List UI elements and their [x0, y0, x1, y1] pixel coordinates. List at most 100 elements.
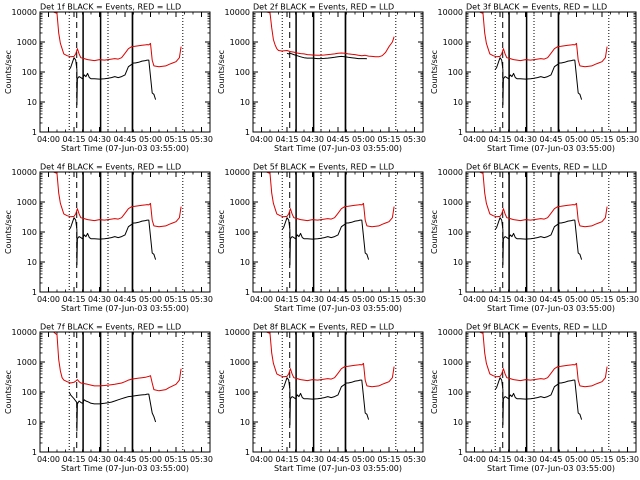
panel-det-3f: Det 3f BLACK = Events, RED = LLD Counts/s…: [430, 3, 639, 154]
y-tick-label: 100: [448, 228, 463, 237]
y-tick-label: 1: [458, 448, 463, 457]
x-tick-label: 04:45: [539, 135, 562, 144]
plot-frame: [465, 171, 637, 293]
y-axis-label: Counts/sec: [217, 210, 226, 254]
x-tick-label: 05:30: [616, 295, 639, 304]
series-lld-line: [40, 12, 182, 68]
x-tick-label: 05:30: [190, 135, 213, 144]
y-tick-label: 100: [22, 388, 37, 397]
x-tick-label: 04:45: [113, 295, 136, 304]
panel-title: Det 5f BLACK = Events, RED = LLD: [253, 163, 394, 172]
y-tick-label: 10000: [225, 8, 250, 17]
panel-det-7f: Det 7f BLACK = Events, RED = LLD Counts/s…: [4, 323, 213, 474]
y-axis-label: Counts/sec: [430, 210, 439, 254]
series-events-line: [494, 217, 583, 266]
x-tick-label: 05:30: [616, 455, 639, 464]
x-tick-label: 04:00: [463, 135, 486, 144]
series-events-line: [281, 217, 370, 266]
x-tick-label: 05:15: [377, 135, 400, 144]
plot-frame: [252, 11, 424, 133]
panel-title: Det 1f BLACK = Events, RED = LLD: [40, 3, 181, 12]
y-tick-label: 1000: [443, 38, 463, 47]
plot-frame: [252, 331, 424, 453]
x-tick-label: 04:15: [488, 135, 511, 144]
y-tick-label: 1000: [17, 198, 37, 207]
x-tick-label: 04:00: [463, 295, 486, 304]
series-events-line: [286, 52, 367, 60]
y-tick-label: 1000: [230, 198, 250, 207]
y-tick-label: 1: [245, 288, 250, 297]
series-events-line: [281, 377, 370, 426]
x-tick-label: 04:15: [275, 295, 298, 304]
x-tick-label: 05:00: [352, 135, 375, 144]
x-tick-label: 05:15: [164, 455, 187, 464]
x-axis-label: Start Time (07-Jun-03 03:55:00): [487, 464, 615, 473]
y-axis-label: Counts/sec: [217, 50, 226, 94]
x-tick-label: 04:00: [37, 135, 60, 144]
series-events-line: [494, 57, 583, 106]
x-tick-label: 05:15: [164, 295, 187, 304]
x-tick-label: 05:00: [352, 295, 375, 304]
plot-frame: [39, 11, 211, 133]
x-axis-label: Start Time (07-Jun-03 03:55:00): [274, 304, 402, 313]
series-lld-line: [40, 332, 182, 392]
x-tick-label: 04:00: [463, 455, 486, 464]
x-tick-label: 05:15: [590, 455, 613, 464]
x-tick-label: 04:15: [62, 135, 85, 144]
x-tick-label: 04:30: [88, 135, 111, 144]
x-tick-label: 04:15: [62, 295, 85, 304]
y-axis-label: Counts/sec: [430, 50, 439, 94]
y-tick-label: 100: [448, 388, 463, 397]
y-tick-label: 10000: [438, 168, 463, 177]
y-tick-label: 10000: [12, 168, 37, 177]
y-tick-label: 10: [27, 98, 37, 107]
x-axis-label: Start Time (07-Jun-03 03:55:00): [61, 304, 189, 313]
x-tick-label: 04:00: [37, 455, 60, 464]
y-tick-label: 10: [453, 258, 463, 267]
y-axis-label: Counts/sec: [430, 370, 439, 414]
x-tick-label: 04:15: [488, 295, 511, 304]
y-tick-label: 1: [32, 128, 37, 137]
y-tick-label: 100: [448, 68, 463, 77]
x-axis-label: Start Time (07-Jun-03 03:55:00): [274, 144, 402, 153]
y-tick-label: 10: [453, 98, 463, 107]
panel-title: Det 8f BLACK = Events, RED = LLD: [253, 323, 394, 332]
series-lld-line: [253, 12, 395, 58]
x-tick-label: 04:45: [113, 455, 136, 464]
y-tick-label: 100: [22, 228, 37, 237]
x-tick-label: 05:15: [590, 295, 613, 304]
x-tick-label: 05:30: [403, 135, 426, 144]
panel-det-6f: Det 6f BLACK = Events, RED = LLD Counts/s…: [430, 163, 639, 314]
x-tick-label: 05:00: [565, 295, 588, 304]
y-axis-label: Counts/sec: [4, 210, 13, 254]
x-tick-label: 05:15: [590, 135, 613, 144]
x-tick-label: 05:00: [352, 455, 375, 464]
x-tick-label: 04:15: [275, 455, 298, 464]
x-tick-label: 04:00: [250, 295, 273, 304]
y-tick-label: 10: [240, 98, 250, 107]
x-tick-label: 04:30: [514, 295, 537, 304]
y-tick-label: 1: [32, 448, 37, 457]
x-tick-label: 04:45: [326, 455, 349, 464]
x-tick-label: 04:30: [88, 295, 111, 304]
x-tick-label: 05:00: [139, 295, 162, 304]
x-tick-label: 05:00: [565, 135, 588, 144]
y-tick-label: 10000: [12, 328, 37, 337]
y-tick-label: 1000: [230, 358, 250, 367]
y-tick-label: 1000: [230, 38, 250, 47]
y-tick-label: 10000: [225, 168, 250, 177]
x-axis-label: Start Time (07-Jun-03 03:55:00): [487, 144, 615, 153]
series-events-line: [68, 57, 157, 106]
x-tick-label: 04:15: [275, 135, 298, 144]
y-tick-label: 1: [32, 288, 37, 297]
y-tick-label: 10000: [438, 328, 463, 337]
panel-det-4f: Det 4f BLACK = Events, RED = LLD Counts/s…: [4, 163, 213, 314]
plot-frame: [465, 331, 637, 453]
x-tick-label: 04:30: [88, 455, 111, 464]
y-tick-label: 1: [245, 128, 250, 137]
y-tick-label: 10: [240, 418, 250, 427]
x-tick-label: 04:45: [539, 295, 562, 304]
x-tick-label: 04:30: [514, 455, 537, 464]
panel-title: Det 3f BLACK = Events, RED = LLD: [466, 3, 607, 12]
